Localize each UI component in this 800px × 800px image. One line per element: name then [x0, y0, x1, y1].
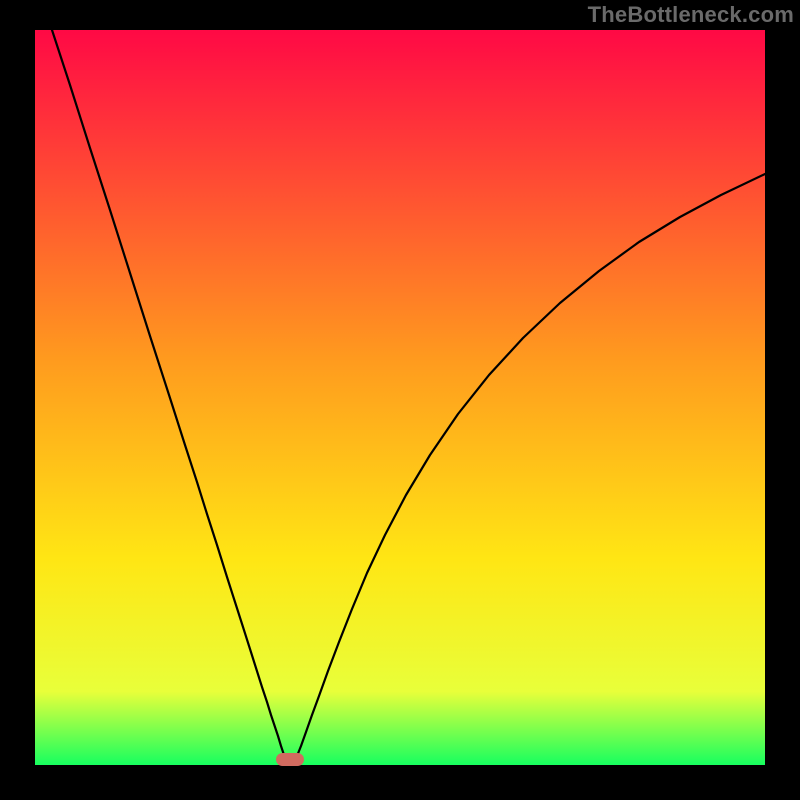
watermark-text: TheBottleneck.com — [588, 2, 794, 28]
curve-path — [52, 30, 765, 765]
plot-area — [35, 30, 765, 765]
optimum-marker — [276, 753, 304, 766]
bottleneck-curve — [35, 30, 765, 765]
chart-container: TheBottleneck.com — [0, 0, 800, 800]
